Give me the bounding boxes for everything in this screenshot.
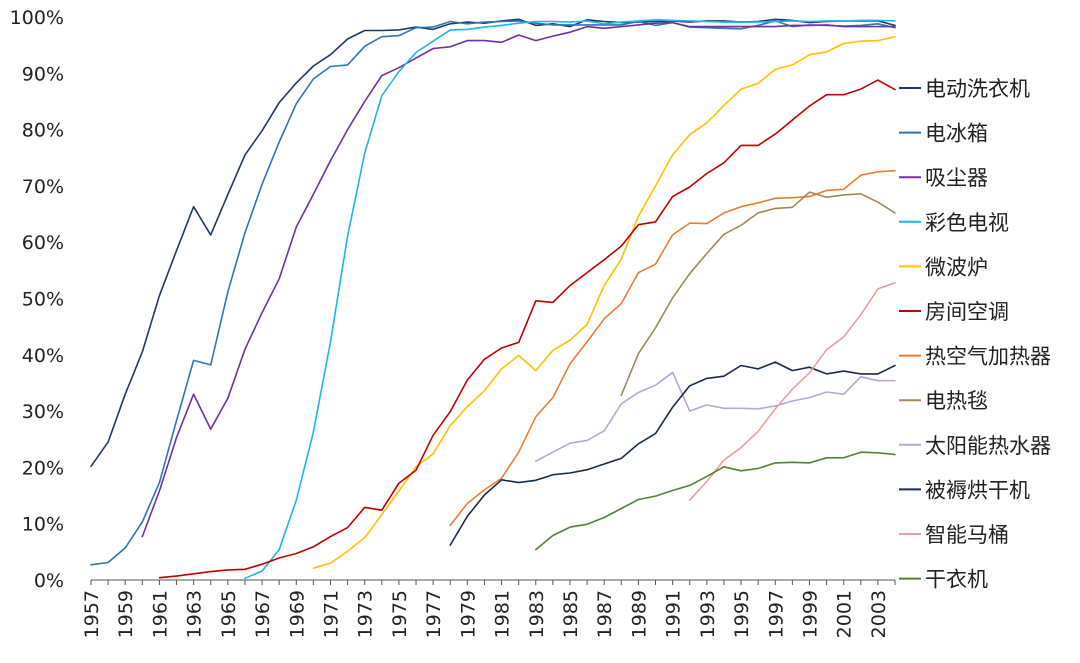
x-tick-label: 1987	[594, 590, 616, 638]
x-tick-label: 2003	[868, 590, 890, 638]
y-tick-label: 90%	[22, 63, 64, 85]
y-tick-label: 60%	[22, 232, 64, 254]
legend-label: 彩色电视	[925, 211, 1009, 235]
series-line-5	[158, 79, 896, 579]
y-tick-label: 0%	[34, 570, 64, 592]
legend: 电动洗衣机电冰箱吸尘器彩色电视微波炉房间空调热空气加热器电热毯太阳能热水器被褥烘…	[899, 77, 1051, 592]
legend-item: 太阳能热水器	[899, 434, 1051, 458]
x-tick-label: 2001	[834, 590, 856, 638]
x-tick-label: 1975	[389, 590, 411, 638]
legend-label: 房间空调	[925, 300, 1009, 324]
x-axis: 1957 1959 1961 1963 1965 1967 1969 1971 1973 1975…	[81, 579, 896, 638]
legend-item: 被褥烘干机	[899, 478, 1030, 502]
y-tick-label: 40%	[22, 345, 64, 367]
x-tick-label: 1981	[492, 590, 514, 638]
legend-item: 电热毯	[899, 389, 988, 413]
x-tick-label: 1967	[252, 590, 274, 638]
legend-item: 干衣机	[899, 568, 988, 592]
x-tick-label: 1993	[697, 590, 719, 638]
y-tick-label: 20%	[22, 457, 64, 479]
x-tick-label: 1997	[765, 590, 787, 638]
x-tick-label: 1961	[149, 590, 171, 638]
series-line-8	[534, 371, 896, 463]
x-tick-label: 1999	[799, 590, 821, 638]
legend-item: 热空气加热器	[899, 345, 1051, 369]
legend-item: 房间空调	[899, 300, 1009, 324]
y-tick-label: 10%	[22, 514, 64, 536]
x-tick-label: 1957	[81, 590, 103, 638]
legend-label: 吸尘器	[925, 166, 988, 190]
x-tick-label: 1963	[184, 590, 206, 638]
y-tick-label: 50%	[22, 289, 64, 311]
x-tick-label: 1983	[526, 590, 548, 638]
y-tick-label: 80%	[22, 120, 64, 142]
series-line-0	[90, 18, 896, 468]
legend-item: 智能马桶	[899, 523, 1009, 547]
series-line-10	[688, 281, 896, 501]
series-line-9	[449, 361, 896, 546]
series-line-3	[244, 18, 896, 580]
y-tick-label: 100%	[10, 7, 64, 29]
x-tick-label: 1985	[560, 590, 582, 638]
legend-label: 微波炉	[925, 255, 988, 279]
x-tick-label: 1995	[731, 590, 753, 638]
x-tick-label: 1977	[423, 590, 445, 638]
series-line-7	[620, 191, 896, 397]
series-line-2	[141, 21, 896, 538]
y-tick-label: 70%	[22, 176, 64, 198]
series-line-4	[312, 35, 896, 570]
x-tick-label: 1973	[355, 590, 377, 638]
x-tick-label: 1991	[663, 590, 685, 638]
x-tick-label: 1965	[218, 590, 240, 638]
legend-label: 智能马桶	[925, 523, 1009, 547]
legend-label: 被褥烘干机	[925, 478, 1030, 502]
legend-item: 彩色电视	[899, 211, 1009, 235]
x-tick-label: 1969	[286, 590, 308, 638]
legend-item: 微波炉	[899, 255, 988, 279]
legend-item: 电冰箱	[899, 122, 988, 146]
y-axis: 0% 10% 20% 30% 40% 50% 60% 70% 80% 90% 100%	[10, 7, 64, 592]
series-line-6	[449, 169, 896, 527]
series-line-1	[90, 20, 896, 566]
x-tick-label: 1971	[320, 590, 342, 638]
legend-label: 热空气加热器	[925, 345, 1051, 369]
x-tick-label: 1989	[628, 590, 650, 638]
y-tick-label: 30%	[22, 401, 64, 423]
series-line-11	[534, 451, 896, 551]
legend-item: 吸尘器	[899, 166, 988, 190]
legend-label: 电冰箱	[925, 122, 988, 146]
plot-lines	[90, 18, 896, 580]
legend-item: 电动洗衣机	[899, 77, 1030, 101]
x-tick-label: 1979	[457, 590, 479, 638]
legend-label: 太阳能热水器	[925, 434, 1051, 458]
legend-label: 干衣机	[925, 568, 988, 592]
legend-label: 电动洗衣机	[925, 77, 1030, 101]
legend-label: 电热毯	[925, 389, 988, 413]
x-tick-label: 1959	[115, 590, 137, 638]
